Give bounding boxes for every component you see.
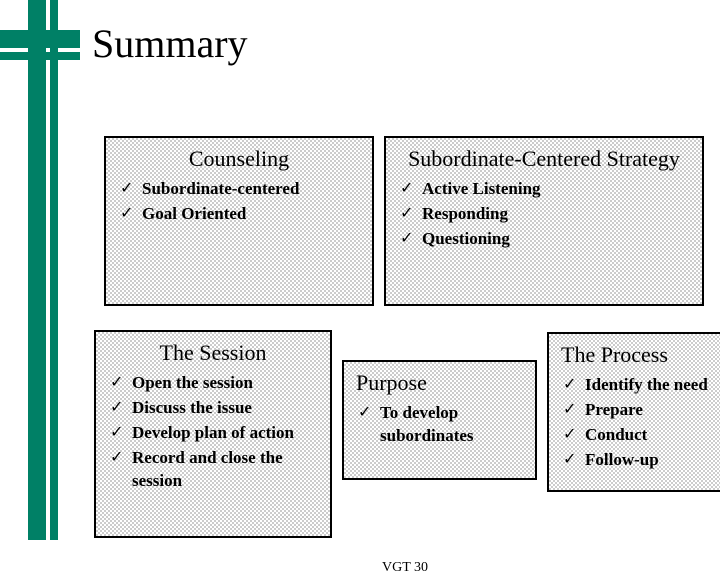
list-item: Identify the need bbox=[561, 374, 708, 397]
list-item: Active Listening bbox=[398, 178, 690, 201]
list-item: To develop subordinates bbox=[356, 402, 523, 448]
list-item: Discuss the issue bbox=[108, 397, 318, 420]
list-item: Prepare bbox=[561, 399, 708, 422]
box-strategy: Subordinate-Centered Strategy Active Lis… bbox=[384, 136, 704, 306]
list-item: Follow-up bbox=[561, 449, 708, 472]
box-list-purpose: To develop subordinates bbox=[356, 402, 523, 448]
box-list-process: Identify the need Prepare Conduct Follow… bbox=[561, 374, 708, 472]
list-item: Questioning bbox=[398, 228, 690, 251]
list-item: Conduct bbox=[561, 424, 708, 447]
box-list-session: Open the session Discuss the issue Devel… bbox=[108, 372, 318, 493]
list-item: Goal Oriented bbox=[118, 203, 360, 226]
list-item: Subordinate-centered bbox=[118, 178, 360, 201]
box-counseling: Counseling Subordinate-centered Goal Ori… bbox=[104, 136, 374, 306]
list-item: Record and close the session bbox=[108, 447, 318, 493]
box-title-counseling: Counseling bbox=[118, 146, 360, 172]
list-item: Develop plan of action bbox=[108, 422, 318, 445]
box-list-strategy: Active Listening Responding Questioning bbox=[398, 178, 690, 251]
box-title-purpose: Purpose bbox=[356, 370, 523, 396]
slide-footer: VGT 30 bbox=[382, 560, 428, 576]
box-process: The Process Identify the need Prepare Co… bbox=[547, 332, 720, 492]
list-item: Open the session bbox=[108, 372, 318, 395]
box-session: The Session Open the session Discuss the… bbox=[94, 330, 332, 538]
slide-content: Counseling Subordinate-centered Goal Ori… bbox=[64, 80, 710, 540]
box-title-session: The Session bbox=[108, 340, 318, 366]
slide-title: Summary bbox=[92, 20, 248, 67]
box-list-counseling: Subordinate-centered Goal Oriented bbox=[118, 178, 360, 226]
box-title-strategy: Subordinate-Centered Strategy bbox=[398, 146, 690, 172]
box-title-process: The Process bbox=[561, 342, 708, 368]
list-item: Responding bbox=[398, 203, 690, 226]
box-purpose: Purpose To develop subordinates bbox=[342, 360, 537, 480]
